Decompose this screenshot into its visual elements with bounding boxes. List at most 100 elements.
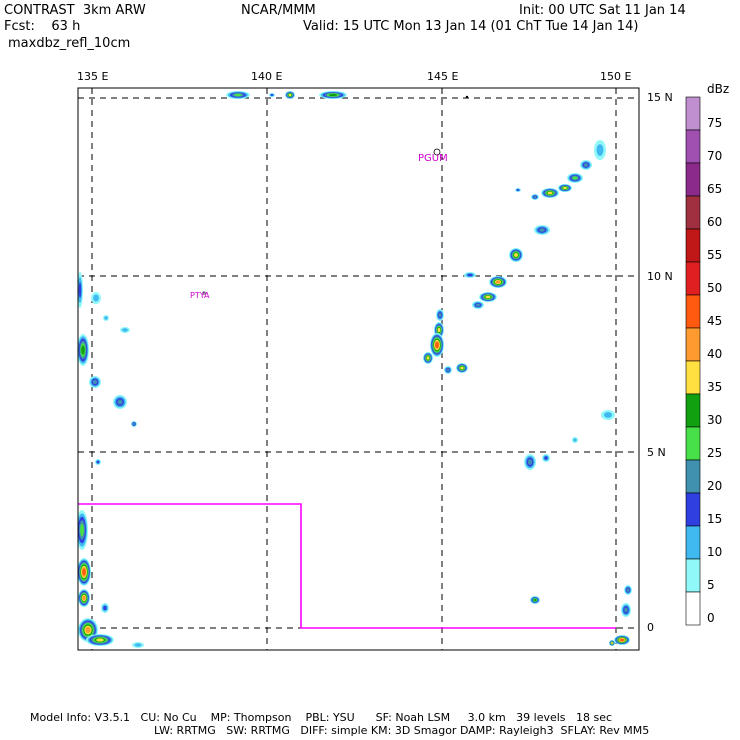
reflectivity-blob [495, 280, 501, 284]
colorbar-level-label: 55 [707, 248, 723, 262]
colorbar-swatch [685, 591, 701, 626]
lat-label-0: 0 [647, 621, 654, 634]
organization-label: NCAR/MMM [241, 3, 316, 18]
colorbar-level-label: 25 [707, 446, 723, 460]
colorbar-level-label: 30 [707, 413, 723, 427]
reflectivity-blob [514, 253, 518, 257]
lat-label-10n: 10 N [647, 270, 673, 283]
reflectivity-blob [460, 366, 464, 370]
colorbar-swatch [685, 228, 701, 263]
map-background [78, 88, 639, 650]
reflectivity-blob [539, 228, 545, 232]
colorbar-swatch [685, 162, 701, 197]
reflectivity-blob [516, 189, 520, 191]
yap-island-marker [202, 291, 206, 295]
colorbar-swatch [685, 294, 701, 329]
reflectivity-blob [93, 294, 99, 302]
reflectivity-blob [485, 295, 491, 299]
colorbar-swatch [685, 492, 701, 527]
colorbar-level-label: 15 [707, 512, 723, 526]
reflectivity-blob [132, 422, 136, 426]
reflectivity-blob [134, 643, 142, 647]
lon-label-150: 150 E [600, 70, 632, 83]
model-info-line1: Model Info: V3.5.1 CU: No Cu MP: Thompso… [30, 711, 613, 724]
reflectivity-blob [596, 144, 604, 156]
reflectivity-blob [122, 328, 128, 332]
station-label-ptya: PTYA [190, 291, 210, 300]
init-time: Init: 00 UTC Sat 11 Jan 14 [519, 3, 686, 18]
colorbar-level-label: 65 [707, 182, 723, 196]
colorbar-swatch [685, 360, 701, 395]
reflectivity-blob [81, 345, 85, 355]
lon-label-145: 145 E [427, 70, 459, 83]
colorbar-swatch [685, 96, 701, 131]
reflectivity-blob [96, 638, 104, 642]
reflectivity-blob [533, 598, 537, 602]
reflectivity-blob [437, 327, 441, 333]
reflectivity-blob [620, 638, 624, 642]
colorbar-swatch [685, 393, 701, 428]
colorbar-swatch [685, 261, 701, 296]
reflectivity-blob [82, 595, 86, 601]
colorbar-level-label: 10 [707, 545, 723, 559]
colorbar-swatch [685, 558, 701, 593]
reflectivity-blob [85, 626, 91, 634]
model-info-line2: LW: RRTMG SW: RRTMG DIFF: simple KM: 3D … [154, 724, 650, 737]
colorbar-unit: dBz [707, 82, 730, 96]
map-frame [77, 87, 640, 651]
reflectivity-blob [82, 568, 86, 576]
reflectivity-blob [103, 605, 107, 611]
station-label-pgum: PGUM [418, 153, 448, 164]
colorbar-swatch [685, 459, 701, 494]
colorbar-level-label: 0 [707, 611, 715, 625]
reflectivity-blob [328, 93, 338, 97]
reflectivity-blob [475, 303, 481, 307]
reflectivity-blob [96, 460, 100, 464]
reflectivity-blob [435, 342, 439, 348]
colorbar-level-label: 40 [707, 347, 723, 361]
reflectivity-blob [527, 459, 533, 465]
lon-label-135: 135 E [77, 70, 109, 83]
reflectivity-blob [92, 379, 98, 385]
island-marker [465, 95, 469, 99]
guam-island-marker [433, 148, 441, 156]
reflectivity-blob [104, 316, 108, 320]
colorbar-level-label: 45 [707, 314, 723, 328]
reflectivity-blob [624, 607, 628, 613]
reflectivity-blob [117, 399, 123, 405]
colorbar-level-label: 75 [707, 116, 723, 130]
colorbar-level-label: 20 [707, 479, 723, 493]
reflectivity-blob [626, 588, 630, 592]
reflectivity-blob [288, 93, 292, 97]
reflectivity-blob [467, 273, 473, 277]
reflectivity-blob [438, 312, 442, 318]
reflectivity-blob [563, 186, 567, 190]
colorbar-swatch [685, 327, 701, 362]
reflectivity-blob [426, 356, 430, 360]
colorbar-swatch [685, 426, 701, 461]
colorbar [685, 96, 701, 626]
reflectivity-blob [603, 412, 613, 418]
valid-time: Valid: 15 UTC Mon 13 Jan 14 (01 ChT Tue … [303, 19, 639, 34]
colorbar-swatch [685, 195, 701, 230]
field-name: maxdbz_refl_10cm [8, 36, 131, 51]
reflectivity-blob [234, 93, 242, 97]
colorbar-swatch [685, 525, 701, 560]
reflectivity-blob [572, 176, 578, 180]
lon-label-140: 140 E [251, 70, 283, 83]
reflectivity-blob [533, 195, 537, 199]
lat-label-15n: 15 N [647, 91, 673, 104]
reflectivity-blob [544, 456, 548, 460]
reflectivity-blob [78, 282, 82, 298]
forecast-hour: Fcst: 63 h [4, 19, 81, 34]
colorbar-level-label: 50 [707, 281, 723, 295]
colorbar-swatch [685, 129, 701, 164]
reflectivity-blob [446, 368, 450, 372]
reflectivity-blob [573, 438, 577, 442]
reflectivity-cells [78, 91, 632, 648]
reflectivity-blob [270, 94, 274, 96]
model-title: CONTRAST 3km ARW [4, 3, 146, 18]
reflectivity-blob [80, 523, 84, 537]
lat-label-5n: 5 N [647, 446, 666, 459]
